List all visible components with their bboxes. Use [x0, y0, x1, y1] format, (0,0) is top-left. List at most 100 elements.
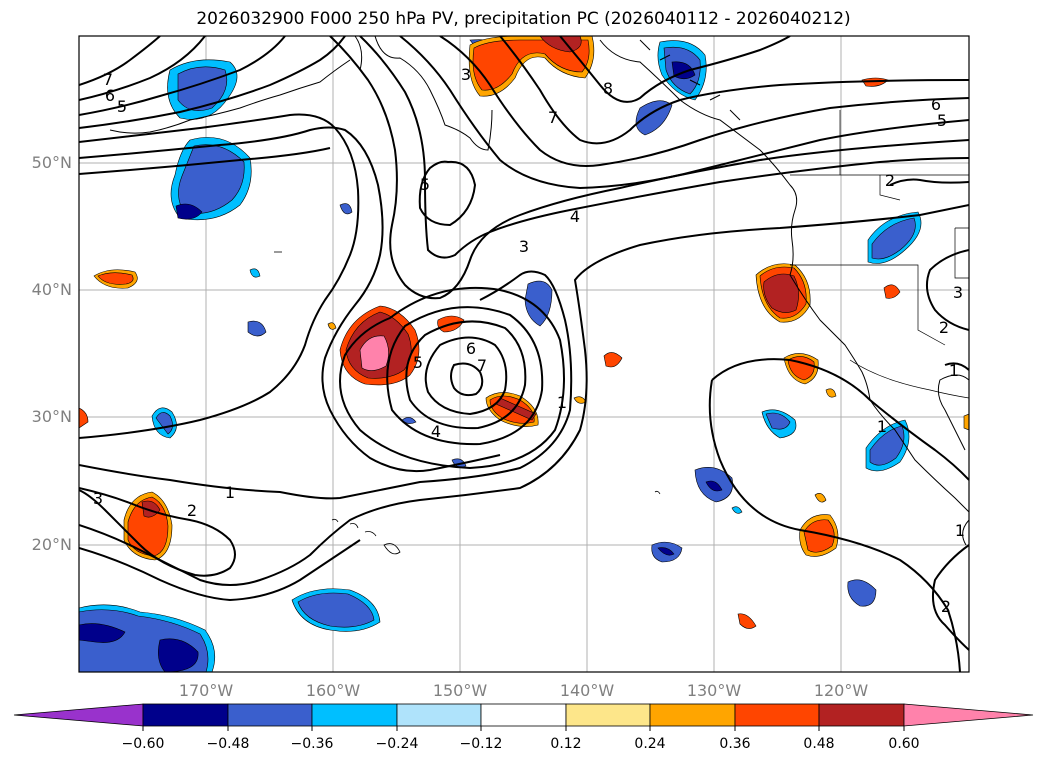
pv-contours	[79, 36, 969, 672]
colorbar-swatch	[734, 703, 820, 727]
precip-negative-anomalies	[79, 39, 922, 672]
pv-contour	[329, 36, 969, 300]
pv-contour	[424, 336, 508, 416]
warm-patch	[603, 352, 623, 368]
pv-contour	[499, 36, 969, 145]
warm-patch	[787, 356, 815, 381]
pv-contour	[79, 113, 360, 439]
pv-contour	[79, 147, 331, 175]
contour-label: 2	[885, 171, 895, 190]
contour-label: 4	[570, 207, 580, 226]
coastlines	[109, 36, 969, 546]
blue-patch	[765, 412, 791, 430]
pv-contour	[79, 487, 236, 577]
warm-patch	[472, 39, 590, 91]
colorbar-swatch	[565, 703, 651, 727]
pv-contour	[339, 286, 565, 470]
colorbar-tick-label: 0.36	[719, 736, 751, 752]
lon-label: 150°W	[432, 681, 488, 700]
colorbar-swatch	[480, 703, 567, 727]
contour-label: 1	[225, 483, 235, 502]
pv-contour	[559, 36, 791, 103]
blue-patch	[847, 579, 877, 607]
pv-contour	[450, 362, 484, 397]
colorbar-tick-label: 0.48	[803, 736, 835, 752]
lat-label: 40°N	[31, 280, 72, 299]
contour-label: 3	[93, 489, 103, 508]
warm-patch	[359, 335, 389, 371]
map-title: 2026032900 F000 250 hPa PV, precipitatio…	[196, 9, 851, 29]
blue-patch	[871, 217, 916, 260]
warm-patch	[737, 613, 757, 629]
contour-label: 1	[955, 521, 965, 540]
pv-contour	[708, 379, 961, 672]
pv-contour	[79, 126, 501, 473]
colorbar-ticks	[142, 726, 905, 731]
contour-label: 3	[953, 283, 963, 302]
pv-contour	[439, 36, 969, 167]
contour-label: 5	[937, 111, 947, 130]
pv-contour	[889, 178, 969, 186]
contour-label: 3	[519, 237, 529, 256]
colorbar-extend-right	[903, 703, 1034, 727]
colorbar-tick-label: −0.24	[375, 736, 419, 752]
colorbar-tick-label: −0.36	[290, 736, 334, 752]
blue-patch	[79, 623, 126, 643]
lon-label: 140°W	[559, 681, 615, 700]
contour-label: 8	[603, 79, 613, 98]
blue-patch	[247, 320, 267, 337]
pv-contour	[418, 160, 477, 227]
colorbar-swatch	[311, 703, 398, 727]
pv-contour	[399, 36, 969, 190]
contour-label: 6	[931, 95, 941, 114]
pv-contour	[405, 320, 527, 430]
colorbar-tick-label: −0.12	[459, 736, 503, 752]
contour-label: 1	[949, 361, 959, 380]
islands	[274, 251, 661, 555]
pv-contour	[79, 270, 573, 500]
colorbar-tick-label: 0.12	[550, 736, 582, 752]
colorbar-tick-label: −0.60	[121, 736, 165, 752]
pv-contour	[79, 36, 206, 101]
contour-label: 1	[557, 393, 567, 412]
contour-label: 7	[548, 108, 558, 127]
contour-label: 3	[461, 65, 471, 84]
pv-contour	[79, 36, 286, 116]
warm-patch	[803, 519, 835, 553]
pv-contour	[359, 36, 969, 259]
pv-contour	[925, 249, 969, 331]
contour-label: 6	[466, 339, 476, 358]
lat-label: 50°N	[31, 153, 72, 172]
pv-contour	[711, 358, 969, 481]
contour-label: 2	[187, 501, 197, 520]
blue-patch	[339, 203, 353, 215]
blue-patch	[297, 592, 375, 628]
contour-label: 7	[477, 356, 487, 375]
pv-contour	[79, 204, 969, 586]
contour-label: 2	[939, 318, 949, 337]
contour-labels: 7 6 5 3 7 8 5 4 3 6 5 6 7 5 4 1 1 2 3 3 …	[93, 65, 965, 616]
warm-patch	[963, 413, 969, 431]
blue-patch	[175, 203, 203, 220]
colorbar-extend-left	[13, 703, 144, 727]
contour-label: 1	[877, 417, 887, 436]
lat-label: 30°N	[31, 407, 72, 426]
colorbar-swatch	[396, 703, 482, 727]
lon-label: 170°W	[178, 681, 234, 700]
lon-label: 120°W	[813, 681, 869, 700]
colorbar-swatch	[649, 703, 736, 727]
pv-contour	[944, 362, 969, 371]
contour-label: 6	[105, 86, 115, 105]
blue-patch	[731, 506, 743, 514]
blue-patch	[158, 638, 199, 672]
lat-label: 20°N	[31, 535, 72, 554]
warm-patch	[814, 493, 827, 503]
contour-label: 2	[941, 597, 951, 616]
contour-label: 5	[420, 175, 430, 194]
lon-label: 160°W	[305, 681, 361, 700]
political-borders	[790, 110, 969, 399]
pv-contour	[79, 539, 361, 602]
colorbar-swatch	[818, 703, 905, 727]
warm-patch	[883, 284, 901, 299]
